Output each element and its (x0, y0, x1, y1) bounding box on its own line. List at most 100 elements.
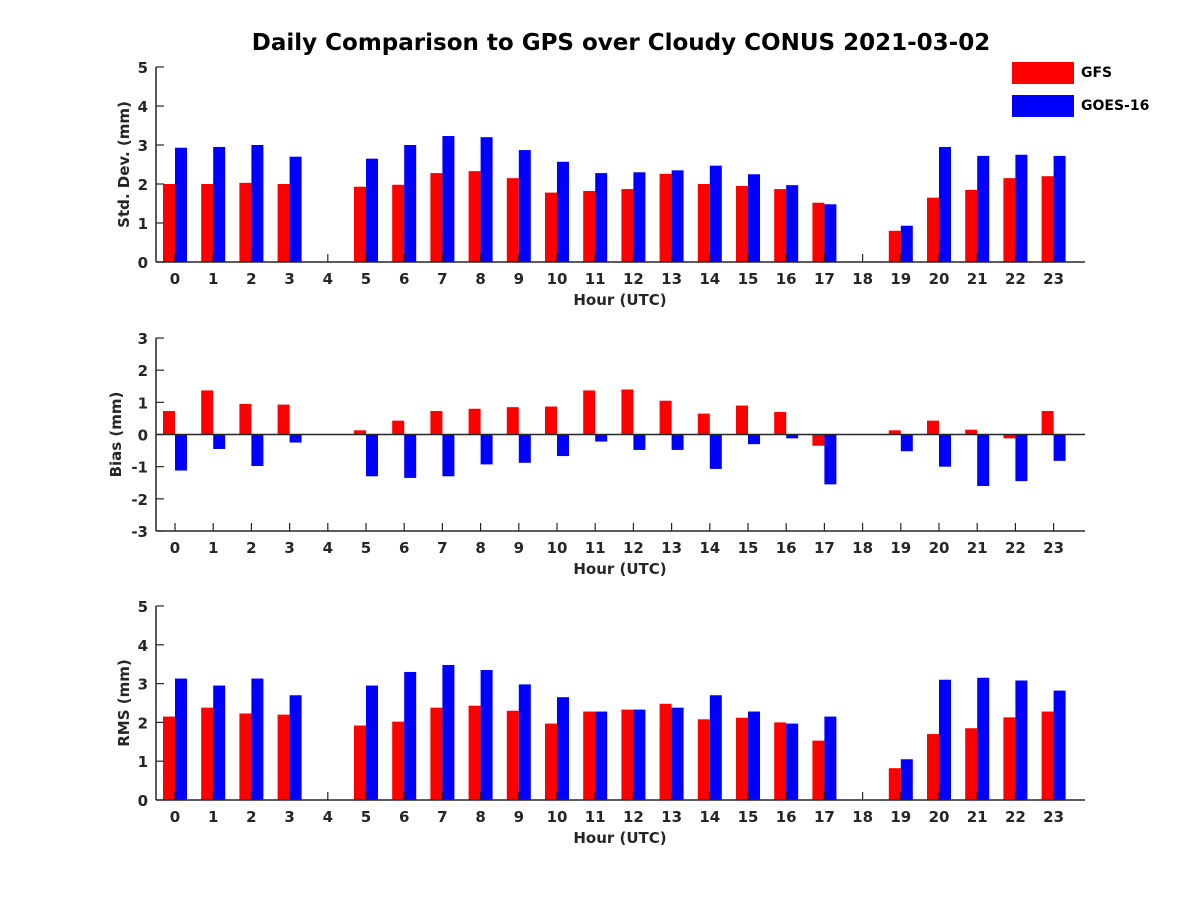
x-tick-label: 18 (852, 270, 873, 288)
x-tick-label: 14 (699, 808, 720, 826)
bar-goes16-5 (366, 434, 378, 477)
bar-goes16-16 (786, 185, 799, 262)
y-tick-label: 1 (138, 753, 148, 771)
y-tick-label: 2 (138, 362, 148, 380)
bar-goes16-11 (595, 434, 608, 442)
bar-goes16-3 (289, 156, 302, 262)
x-tick-label: 22 (1005, 539, 1026, 557)
bar-goes16-13 (671, 170, 684, 262)
x-tick-label: 18 (852, 539, 873, 557)
x-tick-label: 7 (437, 539, 447, 557)
bar-gfs-0 (163, 716, 175, 800)
x-tick-label: 22 (1005, 270, 1026, 288)
x-tick-label: 5 (361, 539, 371, 557)
bar-gfs-8 (468, 408, 481, 435)
bar-gfs-20 (927, 420, 939, 435)
bar-gfs-15 (736, 405, 748, 435)
bar-goes16-9 (518, 150, 531, 262)
bar-gfs-15 (736, 717, 748, 800)
x-tick-label: 21 (967, 808, 988, 826)
x-tick-label: 22 (1005, 808, 1026, 826)
bar-goes16-19 (900, 225, 913, 262)
bar-gfs-22 (1003, 178, 1016, 262)
bar-goes16-20 (939, 146, 951, 262)
x-tick-label: 7 (437, 808, 447, 826)
x-tick-label: 6 (399, 270, 409, 288)
x-tick-label: 20 (929, 539, 950, 557)
x-tick-label: 18 (852, 808, 873, 826)
bar-goes16-3 (289, 434, 302, 443)
x-tick-label: 19 (890, 539, 911, 557)
x-tick-label: 0 (170, 270, 180, 288)
bar-gfs-12 (621, 389, 634, 435)
x-tick-label: 10 (547, 808, 568, 826)
x-tick-label: 0 (170, 539, 180, 557)
bar-goes16-12 (633, 709, 646, 800)
y-tick-label: 0 (138, 792, 148, 810)
x-tick-label: 12 (623, 808, 644, 826)
y-tick-label: -2 (131, 491, 148, 509)
bar-goes16-22 (1015, 680, 1028, 800)
bar-gfs-10 (545, 192, 557, 262)
x-tick-label: 17 (814, 539, 835, 557)
bar-gfs-14 (697, 184, 710, 262)
x-tick-label: 10 (547, 539, 568, 557)
bar-gfs-23 (1041, 411, 1054, 435)
bar-goes16-22 (1015, 154, 1028, 262)
bar-gfs-10 (545, 723, 557, 800)
y-axis-label: RMS (mm) (115, 659, 133, 746)
bar-gfs-19 (888, 430, 901, 435)
bar-gfs-5 (354, 430, 366, 435)
x-tick-label: 1 (208, 270, 218, 288)
x-tick-label: 20 (929, 270, 950, 288)
legend-swatch-goes16 (1012, 95, 1074, 117)
x-tick-label: 3 (284, 808, 294, 826)
bar-gfs-7 (430, 173, 443, 262)
chart-title: Daily Comparison to GPS over Cloudy CONU… (251, 30, 991, 56)
bar-gfs-10 (545, 406, 557, 435)
x-tick-label: 3 (284, 270, 294, 288)
bar-gfs-23 (1041, 711, 1054, 800)
bar-goes16-21 (977, 434, 990, 486)
bar-gfs-16 (774, 411, 787, 435)
x-tick-label: 23 (1043, 808, 1064, 826)
bar-gfs-19 (888, 768, 901, 800)
x-tick-label: 4 (323, 270, 333, 288)
bar-goes16-1 (213, 685, 226, 800)
x-tick-label: 19 (890, 808, 911, 826)
bar-gfs-3 (277, 404, 290, 435)
x-tick-label: 11 (585, 539, 606, 557)
bar-goes16-5 (366, 685, 378, 800)
x-axis-label: Hour (UTC) (573, 291, 666, 309)
bar-gfs-8 (468, 705, 481, 800)
bar-gfs-9 (506, 178, 519, 262)
y-tick-label: 1 (138, 215, 148, 233)
x-tick-label: 16 (776, 270, 797, 288)
x-tick-label: 2 (246, 270, 256, 288)
bar-goes16-14 (709, 434, 722, 469)
bar-goes16-11 (595, 711, 608, 800)
bar-gfs-11 (583, 711, 596, 800)
bar-gfs-6 (392, 184, 405, 262)
bar-gfs-0 (163, 184, 175, 262)
bar-gfs-14 (697, 719, 710, 800)
bar-goes16-13 (671, 434, 684, 450)
y-tick-label: -3 (131, 523, 148, 541)
bar-goes16-2 (251, 678, 264, 800)
bar-goes16-7 (442, 664, 455, 800)
bar-goes16-14 (709, 695, 722, 800)
bar-goes16-0 (175, 147, 187, 262)
bar-goes16-10 (557, 161, 569, 262)
x-tick-label: 8 (475, 539, 485, 557)
x-tick-label: 5 (361, 808, 371, 826)
bar-goes16-16 (786, 434, 799, 439)
bar-gfs-2 (239, 713, 252, 800)
x-tick-label: 7 (437, 270, 447, 288)
x-tick-label: 4 (323, 808, 333, 826)
x-tick-label: 14 (699, 539, 720, 557)
bar-gfs-2 (239, 403, 252, 435)
bar-gfs-15 (736, 185, 748, 262)
bar-goes16-20 (939, 679, 951, 800)
